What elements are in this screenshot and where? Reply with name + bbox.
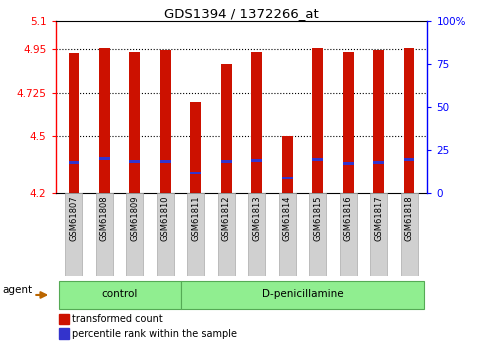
Bar	[69, 161, 79, 164]
Bar	[343, 162, 354, 165]
Bar	[160, 50, 170, 193]
Bar	[313, 158, 323, 161]
FancyBboxPatch shape	[96, 193, 113, 276]
Text: GSM61813: GSM61813	[252, 196, 261, 241]
Bar	[99, 48, 110, 193]
Bar	[59, 328, 69, 339]
FancyBboxPatch shape	[401, 193, 417, 276]
Text: GSM61810: GSM61810	[161, 196, 170, 241]
Bar	[252, 52, 262, 193]
FancyBboxPatch shape	[127, 193, 143, 276]
Text: GSM61815: GSM61815	[313, 196, 322, 241]
Bar	[221, 160, 231, 163]
Bar	[282, 177, 293, 179]
Bar	[69, 53, 79, 193]
Bar	[160, 160, 170, 163]
FancyBboxPatch shape	[279, 193, 296, 276]
Bar	[373, 161, 384, 164]
Bar	[404, 158, 414, 161]
Text: GSM61814: GSM61814	[283, 196, 292, 241]
Bar	[59, 314, 69, 324]
Text: GSM61808: GSM61808	[100, 196, 109, 241]
Text: percentile rank within the sample: percentile rank within the sample	[72, 329, 237, 339]
Text: D-penicillamine: D-penicillamine	[262, 289, 343, 299]
Bar	[129, 52, 140, 193]
Bar	[221, 64, 231, 193]
FancyBboxPatch shape	[66, 193, 82, 276]
Title: GDS1394 / 1372266_at: GDS1394 / 1372266_at	[164, 7, 319, 20]
FancyBboxPatch shape	[370, 193, 387, 276]
Bar	[252, 159, 262, 162]
Bar	[313, 48, 323, 193]
Text: GSM61818: GSM61818	[405, 196, 413, 241]
FancyBboxPatch shape	[181, 281, 425, 309]
Bar	[373, 50, 384, 193]
Bar	[190, 172, 201, 174]
Text: GSM61817: GSM61817	[374, 196, 383, 241]
FancyBboxPatch shape	[248, 193, 265, 276]
FancyBboxPatch shape	[309, 193, 326, 276]
FancyBboxPatch shape	[340, 193, 356, 276]
Bar	[343, 52, 354, 193]
Text: GSM61812: GSM61812	[222, 196, 231, 241]
Text: transformed count: transformed count	[72, 314, 163, 324]
FancyBboxPatch shape	[157, 193, 174, 276]
Text: GSM61809: GSM61809	[130, 196, 139, 241]
Text: GSM61816: GSM61816	[344, 196, 353, 241]
Text: GSM61811: GSM61811	[191, 196, 200, 241]
Bar	[129, 160, 140, 163]
Bar	[404, 48, 414, 193]
FancyBboxPatch shape	[58, 281, 181, 309]
Bar	[190, 102, 201, 193]
Text: GSM61807: GSM61807	[70, 196, 78, 241]
Bar	[282, 136, 293, 193]
Text: control: control	[101, 289, 138, 299]
Text: agent: agent	[3, 285, 33, 295]
FancyBboxPatch shape	[187, 193, 204, 276]
Bar	[99, 157, 110, 160]
FancyBboxPatch shape	[218, 193, 235, 276]
